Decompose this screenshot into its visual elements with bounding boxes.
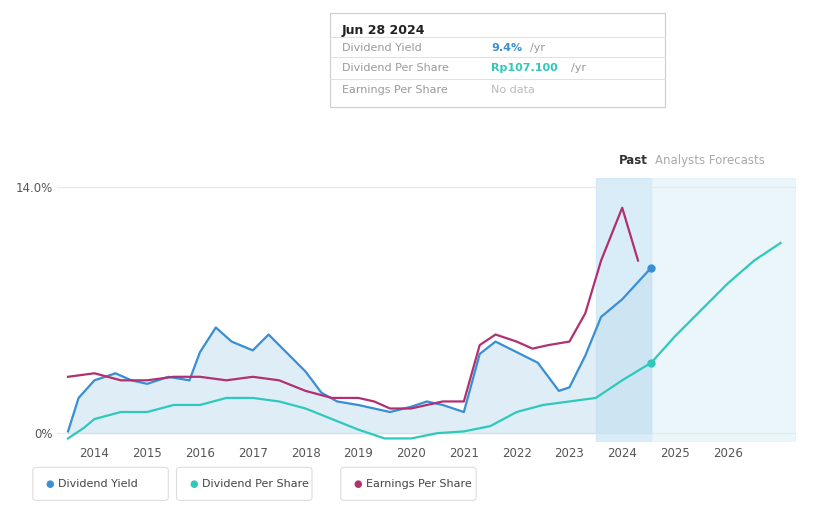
Text: Earnings Per Share: Earnings Per Share [342, 85, 447, 95]
Text: Jun 28 2024: Jun 28 2024 [342, 24, 425, 37]
Bar [651, 178, 796, 442]
Text: Dividend Per Share: Dividend Per Share [202, 479, 309, 489]
Text: Dividend Yield: Dividend Yield [58, 479, 138, 489]
Bar [596, 178, 651, 442]
Text: Analysts Forecasts: Analysts Forecasts [655, 154, 765, 167]
Text: Earnings Per Share: Earnings Per Share [366, 479, 472, 489]
Text: ●: ● [190, 479, 198, 489]
Text: 9.4%: 9.4% [491, 43, 522, 53]
Text: Dividend Per Share: Dividend Per Share [342, 64, 448, 74]
Text: ●: ● [354, 479, 362, 489]
Text: ●: ● [46, 479, 54, 489]
Text: No data: No data [491, 85, 534, 95]
Text: Rp107.100: Rp107.100 [491, 64, 557, 74]
Text: /yr: /yr [571, 64, 586, 74]
Text: Past: Past [619, 154, 648, 167]
Text: Dividend Yield: Dividend Yield [342, 43, 421, 53]
Text: /yr: /yr [530, 43, 545, 53]
